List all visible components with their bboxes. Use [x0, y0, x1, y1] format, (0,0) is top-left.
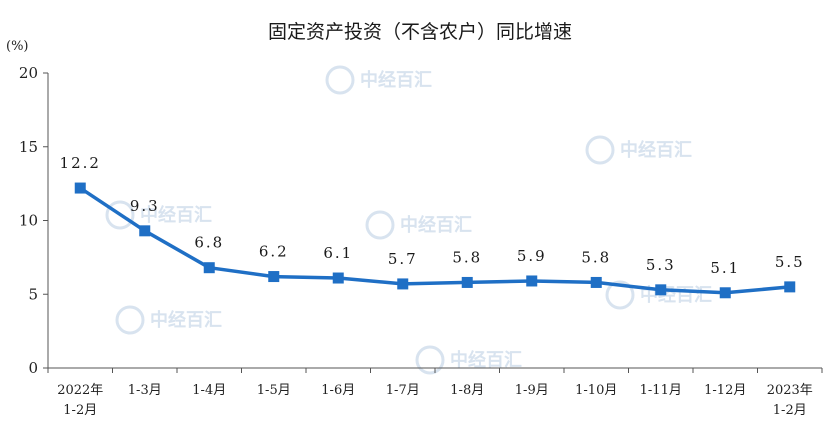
y-tick-label: 0	[28, 359, 38, 377]
watermark-text: 中经百汇	[620, 139, 692, 161]
data-label: 5.1	[710, 259, 740, 277]
data-label: 12.2	[60, 154, 101, 172]
data-point	[332, 272, 344, 284]
y-unit-label: (%)	[6, 39, 29, 54]
x-tick-label-line: 1-2月	[63, 403, 97, 418]
x-tick-label-line: 1-8月	[450, 383, 484, 398]
x-tick-label-line: 1-10月	[575, 383, 617, 398]
data-label: 9.3	[130, 197, 160, 215]
data-label: 5.5	[775, 253, 805, 271]
chart-title: 固定资产投资（不含农户）同比增速	[268, 21, 572, 43]
y-tick-label: 15	[19, 138, 38, 156]
watermark-text: 中经百汇	[360, 69, 432, 91]
data-label: 5.3	[646, 256, 676, 274]
watermark-6: 中经百汇	[415, 345, 522, 375]
data-point	[203, 262, 215, 274]
data-point	[461, 276, 473, 288]
watermark-text: 中经百汇	[140, 204, 212, 226]
watermark-logo-icon	[325, 65, 355, 95]
y-tick-label: 20	[19, 64, 38, 82]
data-point	[397, 278, 409, 290]
x-tick-label: 2023年 1-2月	[767, 383, 813, 418]
x-tick-label: 2022年 1-2月	[57, 383, 103, 418]
x-tick-label: 1-11月	[640, 383, 682, 398]
x-tick-label-line: 2023年	[767, 383, 813, 398]
x-tick-label-line: 1-9月	[515, 383, 549, 398]
x-tick-label-line: 1-7月	[386, 383, 420, 398]
watermark-logo-icon	[415, 345, 445, 375]
data-point	[655, 284, 667, 296]
x-tick-label-line: 1-3月	[128, 383, 162, 398]
watermark-text: 中经百汇	[150, 309, 222, 331]
watermark-logo-icon	[605, 280, 635, 310]
watermark-text: 中经百汇	[450, 349, 522, 371]
series-layer	[74, 182, 796, 299]
watermark-7: 中经百汇	[105, 200, 212, 230]
x-tick-label: 1-9月	[515, 383, 549, 398]
series-line	[79, 186, 790, 295]
data-label: 5.8	[581, 248, 611, 266]
data-label: 6.2	[259, 243, 289, 261]
x-tick-label-line: 1-12月	[704, 383, 746, 398]
x-tick-label: 1-5月	[257, 383, 291, 398]
x-tick-label: 1-12月	[704, 383, 746, 398]
watermark-3: 中经百汇	[365, 210, 472, 240]
watermark-1: 中经百汇	[325, 65, 432, 95]
x-tick-label: 1-7月	[386, 383, 420, 398]
x-tick-label-line: 1-5月	[257, 383, 291, 398]
watermark-2: 中经百汇	[585, 135, 692, 165]
data-label: 6.8	[194, 234, 224, 252]
x-tick-label-line: 1-4月	[192, 383, 226, 398]
data-point	[719, 287, 731, 299]
data-point	[526, 275, 538, 287]
watermark-logo-icon	[365, 210, 395, 240]
watermark-logo-icon	[115, 305, 145, 335]
watermark-text: 中经百汇	[400, 214, 472, 236]
x-tick-label: 1-8月	[450, 383, 484, 398]
watermark-logo-icon	[585, 135, 615, 165]
x-tick-label-line: 1-11月	[640, 383, 682, 398]
data-label-layer: 12.2 9.3 6.8 6.2 6.1 5.7 5.8 5.9 5.8 5.3 5.1 5.5	[60, 154, 805, 277]
data-point	[74, 182, 86, 194]
x-tick-label: 1-10月	[575, 383, 617, 398]
data-point	[784, 281, 796, 293]
x-tick-label-line: 2022年	[57, 383, 103, 398]
data-label: 5.7	[388, 250, 418, 268]
data-label: 5.8	[452, 248, 482, 266]
x-tick-label-line: 1-6月	[321, 383, 355, 398]
data-point	[590, 276, 602, 288]
x-tick-label: 1-3月	[128, 383, 162, 398]
watermark-logo-icon	[105, 200, 135, 230]
data-label: 6.1	[323, 244, 353, 262]
watermark-4: 中经百汇	[115, 305, 222, 335]
axes: 0 5 10 15 20 2022年 1-2月 1-3月 1-4月 1-5月 1-6月 1-7月 1-8…	[19, 64, 823, 418]
x-tick-label-line: 1-2月	[773, 403, 807, 418]
y-tick-label: 10	[19, 212, 38, 230]
y-tick-label: 5	[28, 285, 38, 303]
x-tick-label: 1-4月	[192, 383, 226, 398]
data-point	[139, 225, 151, 237]
data-point	[268, 271, 280, 283]
x-tick-label: 1-6月	[321, 383, 355, 398]
data-label: 5.9	[517, 247, 547, 265]
